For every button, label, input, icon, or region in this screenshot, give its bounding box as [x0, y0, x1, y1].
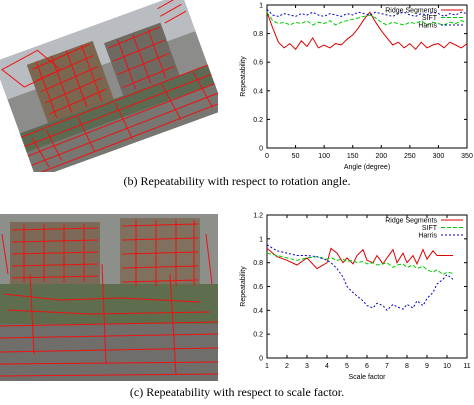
series-line-sift — [266, 11, 468, 26]
series-line-ridge-segments — [266, 247, 453, 270]
series-line-ridge-segments — [266, 11, 468, 51]
x-tick-label: 300 — [433, 153, 445, 160]
legend-label: SIFT — [422, 225, 438, 232]
plot-frame — [266, 4, 468, 149]
x-tick-label: 200 — [375, 153, 387, 160]
series-line-sift — [266, 252, 454, 276]
x-tick-label: 9 — [425, 363, 429, 370]
legend-label: Harris — [418, 233, 437, 240]
x-tick-label: 250 — [404, 153, 416, 160]
caption-c: (c) Repeatability with respect to scale … — [129, 385, 345, 399]
rotated-street-scene-image — [0, 0, 218, 172]
x-tick-label: 100 — [318, 153, 330, 160]
x-tick-label: 4 — [325, 363, 329, 370]
y-tick-label: 0.8 — [253, 260, 263, 267]
y-tick-label: 1 — [259, 236, 263, 243]
y-tick-label: 0.4 — [253, 88, 263, 95]
plot-frame — [266, 214, 468, 359]
series-line-harris — [266, 8, 468, 17]
scale-repeatability-chart: 1 2 3 4 5 6 7 8 9 10 11 0 0.2 0.4 0.6 0.8 1 1.2 Scale fact… — [240, 213, 471, 382]
scaled-photo-panel — [0, 214, 218, 381]
y-axis-label: Repeatability — [240, 266, 247, 307]
legend-label: SIFT — [422, 15, 438, 22]
x-tick-label: 5 — [345, 363, 349, 370]
x-tick-label: 50 — [292, 153, 300, 160]
x-tick-label: 6 — [365, 363, 369, 370]
x-tick-label: 3 — [305, 363, 309, 370]
x-axis-label: Angle (degree) — [344, 164, 390, 171]
y-tick-label: 0.2 — [253, 117, 263, 124]
rotated-photo-panel — [0, 0, 218, 172]
y-tick-label: 0 — [259, 146, 263, 153]
y-tick-label: 1 — [259, 3, 263, 10]
x-tick-label: 350 — [461, 153, 473, 160]
legend-label: Harris — [418, 23, 437, 30]
x-tick-label: 1 — [265, 363, 269, 370]
series-line-harris — [266, 244, 454, 312]
x-tick-label: 2 — [285, 363, 289, 370]
y-tick-label: 0.8 — [253, 31, 263, 38]
y-tick-label: 1.2 — [253, 213, 263, 220]
x-tick-label: 8 — [405, 363, 409, 370]
y-tick-label: 0.6 — [253, 60, 263, 67]
y-tick-label: 0.4 — [253, 308, 263, 315]
x-tick-label: 150 — [347, 153, 359, 160]
y-tick-label: 0 — [259, 356, 263, 363]
x-tick-label: 7 — [385, 363, 389, 370]
y-tick-label: 0.6 — [253, 284, 263, 291]
y-axis-label: Repeatability — [240, 56, 247, 97]
y-tick-label: 0.2 — [253, 332, 263, 339]
x-tick-label: 11 — [463, 363, 470, 370]
legend-label: Ridge Segments — [385, 8, 437, 15]
caption-b: (b) Repeatability with respect to rotati… — [123, 174, 351, 188]
street-scene-image — [0, 214, 218, 381]
x-tick-label: 0 — [265, 153, 269, 160]
x-tick-label: 10 — [443, 363, 451, 370]
rotation-repeatability-chart: 0 50 100 150 200 250 300 350 0 0.2 0.4 0.6 0.8 1 Angle… — [240, 3, 473, 172]
legend-label: Ridge Segments — [385, 218, 437, 225]
x-axis-label: Scale factor — [349, 374, 387, 381]
